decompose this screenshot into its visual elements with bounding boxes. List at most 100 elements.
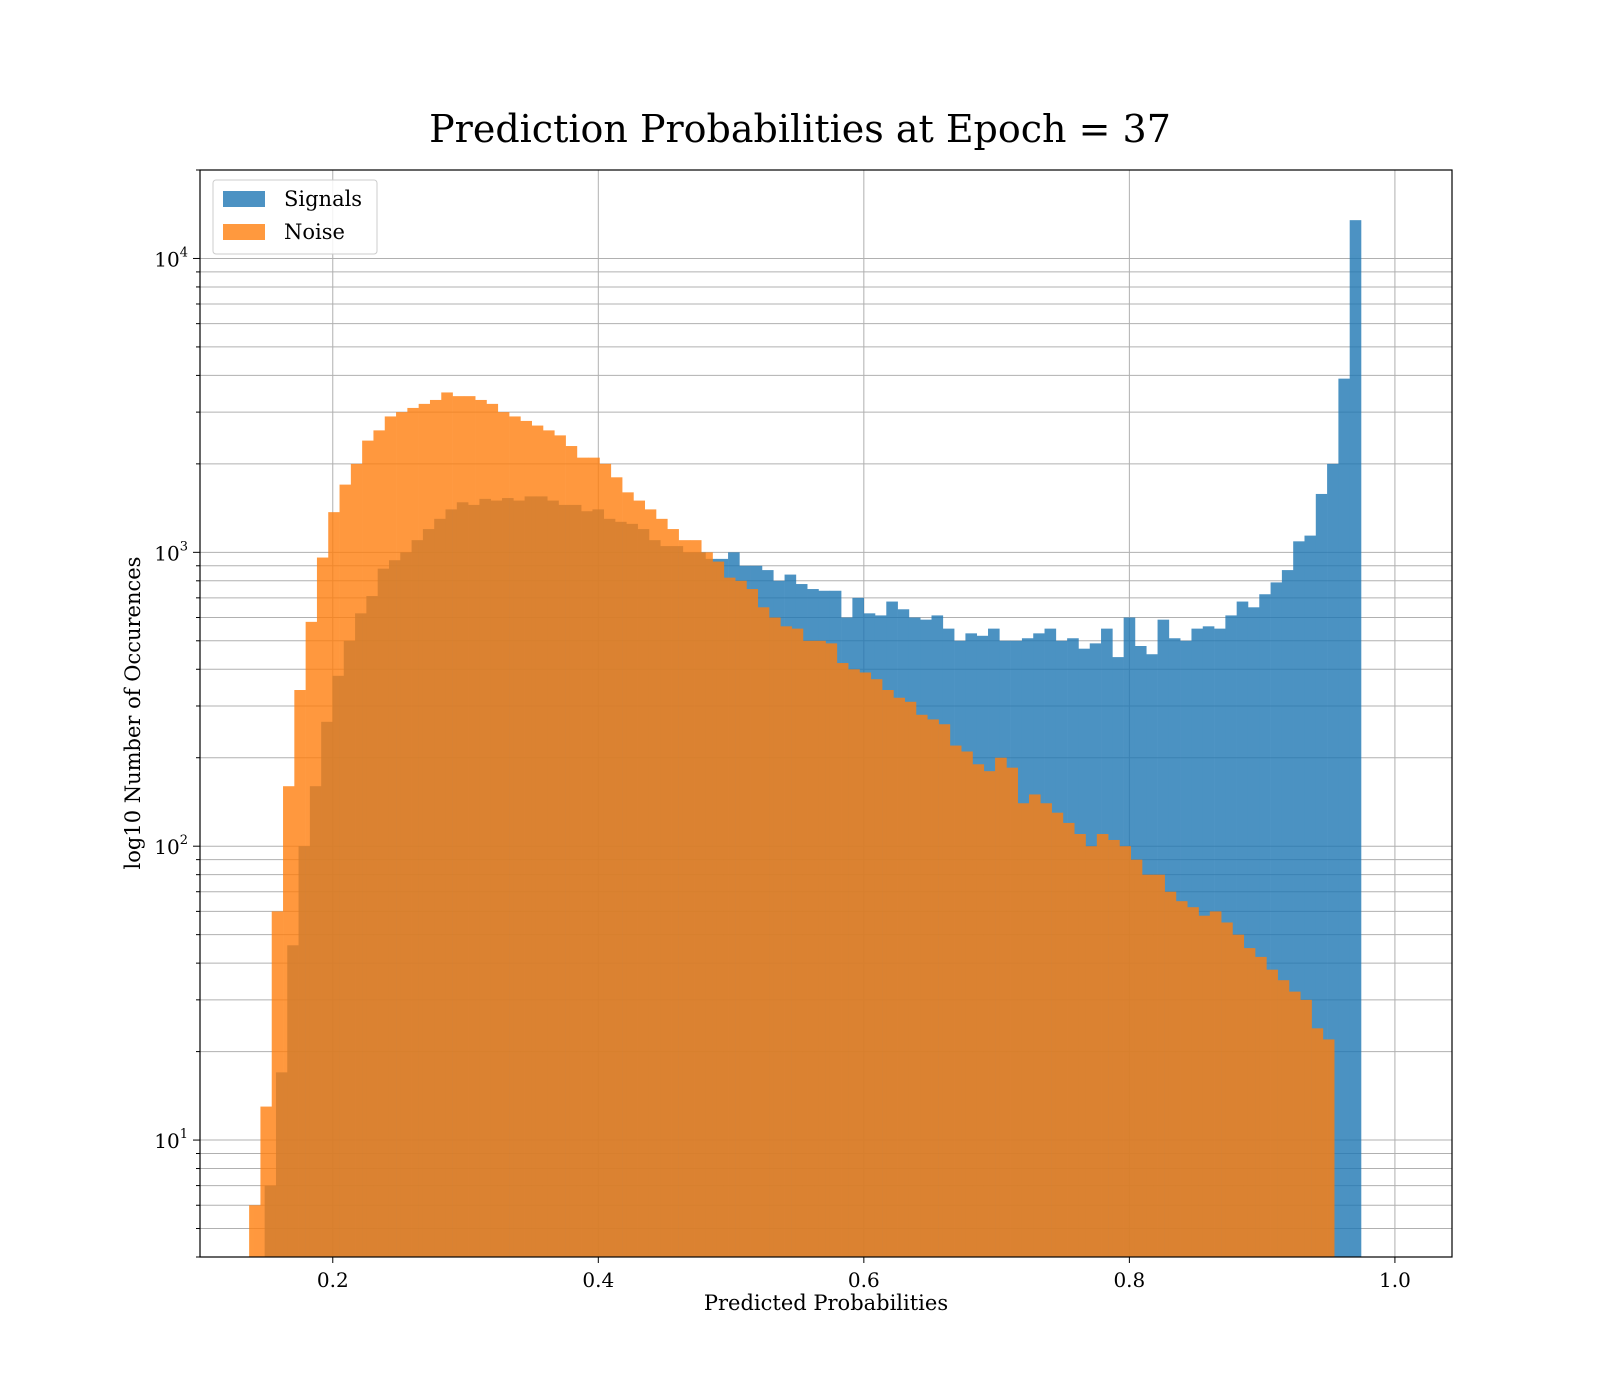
- noise-bar-91: [1277, 980, 1290, 1257]
- noise-bar-55: [870, 679, 883, 1257]
- noise-bar-41: [712, 561, 725, 1257]
- noise-bar-82: [1175, 901, 1188, 1257]
- noise-bar-42: [723, 577, 736, 1257]
- noise-bar-88: [1243, 948, 1256, 1257]
- noise-bar-78: [1130, 859, 1143, 1257]
- noise-bar-47: [780, 626, 792, 1257]
- noise-bar-0: [249, 1205, 261, 1257]
- noise-bar-40: [701, 552, 713, 1257]
- noise-bar-36: [656, 518, 668, 1257]
- noise-bar-79: [1142, 874, 1154, 1257]
- noise-bar-54: [859, 672, 872, 1257]
- noise-bar-58: [904, 701, 917, 1257]
- noise-bar-48: [791, 628, 804, 1257]
- noise-bar-52: [836, 663, 849, 1257]
- noise-bar-18: [452, 396, 465, 1257]
- noise-bar-37: [667, 529, 679, 1257]
- noise-bar-53: [848, 669, 860, 1257]
- noise-bar-87: [1232, 934, 1245, 1257]
- x-axis-label: Predicted Probabilities: [704, 1291, 948, 1315]
- noise-bar-11: [373, 430, 386, 1257]
- noise-bar-25: [531, 425, 544, 1258]
- noise-bar-39: [689, 540, 702, 1257]
- noise-bar-76: [1108, 839, 1120, 1257]
- x-tick-label-3: 0.8: [1113, 1268, 1145, 1292]
- noise-bar-6: [316, 557, 329, 1257]
- noise-bar-92: [1288, 991, 1301, 1257]
- noise-bar-10: [362, 440, 374, 1258]
- noise-bar-75: [1096, 834, 1109, 1257]
- noise-bar-30: [588, 457, 600, 1257]
- noise-bar-59: [915, 714, 928, 1257]
- noise-bar-4: [294, 690, 306, 1257]
- signals-bar-96: [1349, 220, 1362, 1257]
- noise-bar-93: [1300, 999, 1312, 1257]
- noise-bar-49: [802, 640, 815, 1257]
- noise-bar-3: [283, 786, 295, 1257]
- noise-bar-62: [949, 745, 962, 1257]
- noise-bar-63: [961, 751, 973, 1257]
- x-axis-ticks: 0.2 0.4 0.6 0.8 1.0: [317, 1257, 1411, 1292]
- legend-label-signals: Signals: [284, 187, 362, 211]
- noise-bar-44: [746, 589, 759, 1257]
- noise-bar-83: [1187, 907, 1199, 1257]
- noise-bar-56: [882, 690, 894, 1257]
- noise-bar-9: [350, 463, 363, 1257]
- noise-bar-81: [1164, 891, 1177, 1257]
- noise-bar-57: [893, 697, 905, 1257]
- noise-bar-73: [1074, 834, 1086, 1257]
- noise-bar-86: [1221, 922, 1233, 1257]
- noise-bar-2: [271, 911, 284, 1257]
- noise-bar-17: [441, 392, 453, 1257]
- noise-bar-94: [1311, 1028, 1324, 1257]
- x-tick-label-0: 0.2: [317, 1268, 349, 1292]
- noise-bar-21: [486, 403, 499, 1258]
- noise-bar-69: [1028, 794, 1041, 1257]
- legend-swatch-signals: [223, 191, 265, 207]
- noise-bar-28: [565, 446, 578, 1258]
- noise-bar-67: [1006, 767, 1018, 1257]
- noise-bar-22: [497, 412, 510, 1258]
- noise-bar-15: [418, 403, 431, 1258]
- signals-bar-88: [1259, 594, 1271, 1257]
- signals-bar-94: [1327, 463, 1339, 1257]
- y-axis-label: log10 Number of Occurences: [121, 557, 145, 870]
- y-axis-ticks: 101 102 103 104: [154, 169, 200, 1258]
- noise-bar-32: [610, 477, 623, 1257]
- noise-bar-13: [396, 412, 408, 1258]
- signals-bar-87: [1247, 607, 1260, 1257]
- x-tick-label-1: 0.4: [582, 1268, 614, 1292]
- noise-bar-34: [633, 500, 646, 1257]
- noise-bar-89: [1255, 956, 1267, 1257]
- noise-bar-70: [1040, 803, 1052, 1257]
- signals-bar-86: [1236, 601, 1249, 1257]
- legend: Signals Noise: [212, 179, 378, 255]
- noise-bar-12: [384, 416, 397, 1258]
- noise-bar-85: [1209, 911, 1222, 1257]
- noise-bar-45: [757, 607, 770, 1257]
- noise-bar-33: [622, 492, 634, 1257]
- legend-label-noise: Noise: [284, 220, 345, 244]
- noise-bar-14: [407, 407, 419, 1257]
- signals-bar-89: [1270, 582, 1283, 1257]
- noise-bar-51: [825, 643, 838, 1257]
- noise-bar-95: [1322, 1039, 1335, 1257]
- noise-bar-46: [769, 617, 781, 1257]
- noise-bar-19: [463, 396, 476, 1257]
- noise-bar-84: [1198, 915, 1211, 1257]
- noise-bar-61: [938, 724, 951, 1257]
- noise-bar-66: [995, 757, 1007, 1257]
- noise-bar-26: [542, 430, 555, 1257]
- legend-swatch-noise: [223, 224, 265, 240]
- x-tick-label-2: 0.6: [848, 1268, 880, 1292]
- x-tick-label-4: 1.0: [1379, 1268, 1411, 1292]
- noise-bar-16: [429, 399, 442, 1257]
- noise-bar-65: [983, 771, 996, 1257]
- noise-bar-71: [1051, 812, 1064, 1257]
- noise-bar-31: [599, 463, 612, 1257]
- noise-bar-5: [305, 621, 318, 1257]
- noise-bar-90: [1266, 969, 1278, 1257]
- noise-bar-77: [1119, 846, 1132, 1257]
- signals-bar-92: [1304, 535, 1317, 1257]
